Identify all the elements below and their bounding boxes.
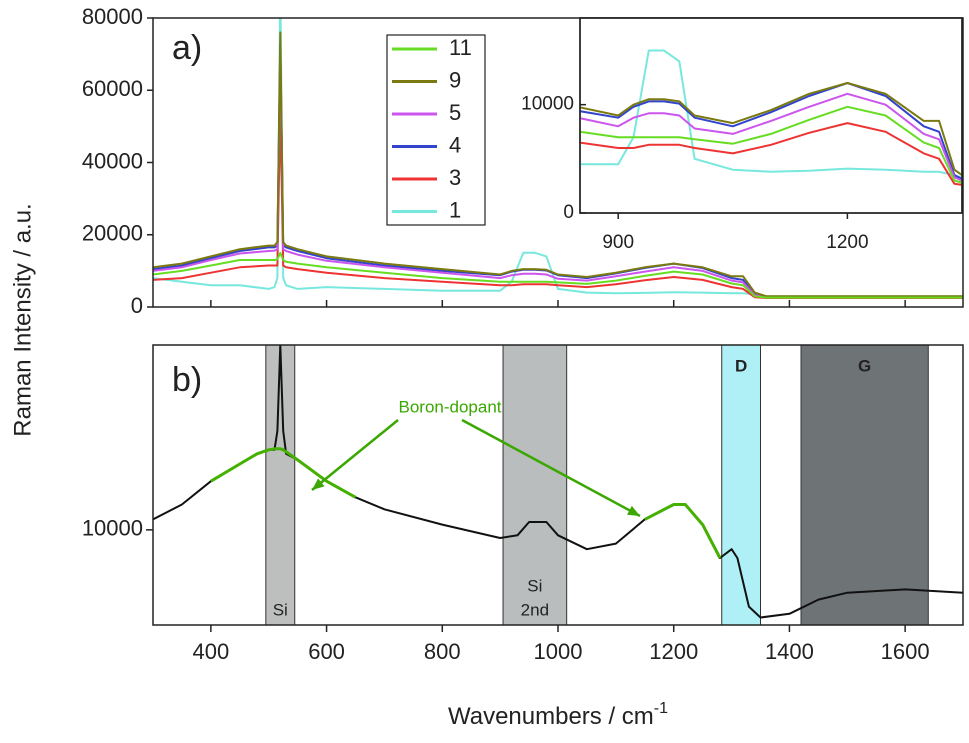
series-line — [580, 105, 962, 184]
series-line — [580, 82, 962, 181]
series-line — [153, 53, 963, 299]
annotation-arrowhead — [627, 505, 640, 516]
legend-label: 1 — [449, 197, 461, 222]
inset-y-tick-label: 10000 — [521, 94, 574, 115]
x-tick-label: 1600 — [881, 639, 930, 664]
y-tick-label: 10000 — [82, 516, 143, 541]
band-label: Si — [527, 576, 542, 595]
legend-label: 11 — [449, 35, 472, 60]
x-axis-label-sup: -1 — [654, 700, 668, 717]
x-tick-label: 800 — [424, 639, 461, 664]
series-line — [153, 31, 963, 298]
inset-x-tick-label: 900 — [602, 232, 634, 253]
panel-label: a) — [172, 29, 202, 67]
legend-label: 3 — [449, 165, 461, 190]
x-tick-label: 1200 — [649, 639, 698, 664]
series-line — [153, 251, 963, 299]
inset-y-tick-label: 0 — [563, 202, 574, 223]
series-line — [153, 107, 963, 299]
legend-label: 4 — [449, 132, 461, 157]
band-label: Si — [273, 600, 288, 619]
y-axis-label: Raman Intensity / a.u. — [9, 203, 36, 436]
band — [502, 344, 568, 626]
series-line — [580, 92, 962, 182]
x-axis-label: Wavenumbers / cm-1 — [448, 700, 668, 730]
y-tick-label: 60000 — [82, 76, 143, 101]
x-axis-label-main: Wavenumbers / cm — [448, 703, 654, 730]
x-tick-label: 1000 — [534, 639, 583, 664]
plot-frame — [152, 17, 964, 308]
x-tick-label: 600 — [308, 639, 345, 664]
series-line — [580, 82, 962, 177]
y-tick-label: 20000 — [82, 221, 143, 246]
inset-x-tick-label: 1200 — [826, 232, 868, 253]
y-tick-label: 40000 — [82, 148, 143, 173]
annotation-arrow — [461, 418, 641, 518]
x-tick-label: 1400 — [765, 639, 814, 664]
annotation: Boron-dopant — [398, 397, 501, 416]
inset-border — [579, 17, 963, 214]
legend-label: 9 — [449, 67, 461, 92]
band — [265, 344, 296, 626]
legend-box — [386, 34, 486, 226]
band-label: G — [858, 356, 871, 375]
series-line — [210, 447, 722, 559]
band-label: 2nd — [521, 600, 549, 619]
y-tick-label: 80000 — [82, 4, 143, 29]
band-label: D — [735, 356, 747, 375]
band — [721, 344, 762, 626]
panel-label: b) — [172, 361, 202, 399]
legend-label: 5 — [449, 100, 461, 125]
annotation-arrow — [311, 419, 399, 491]
band — [800, 344, 929, 626]
y-tick-label: 0 — [131, 293, 143, 318]
annotation-arrowhead — [312, 478, 325, 490]
series-line — [580, 122, 962, 186]
x-tick-label: 400 — [192, 639, 229, 664]
